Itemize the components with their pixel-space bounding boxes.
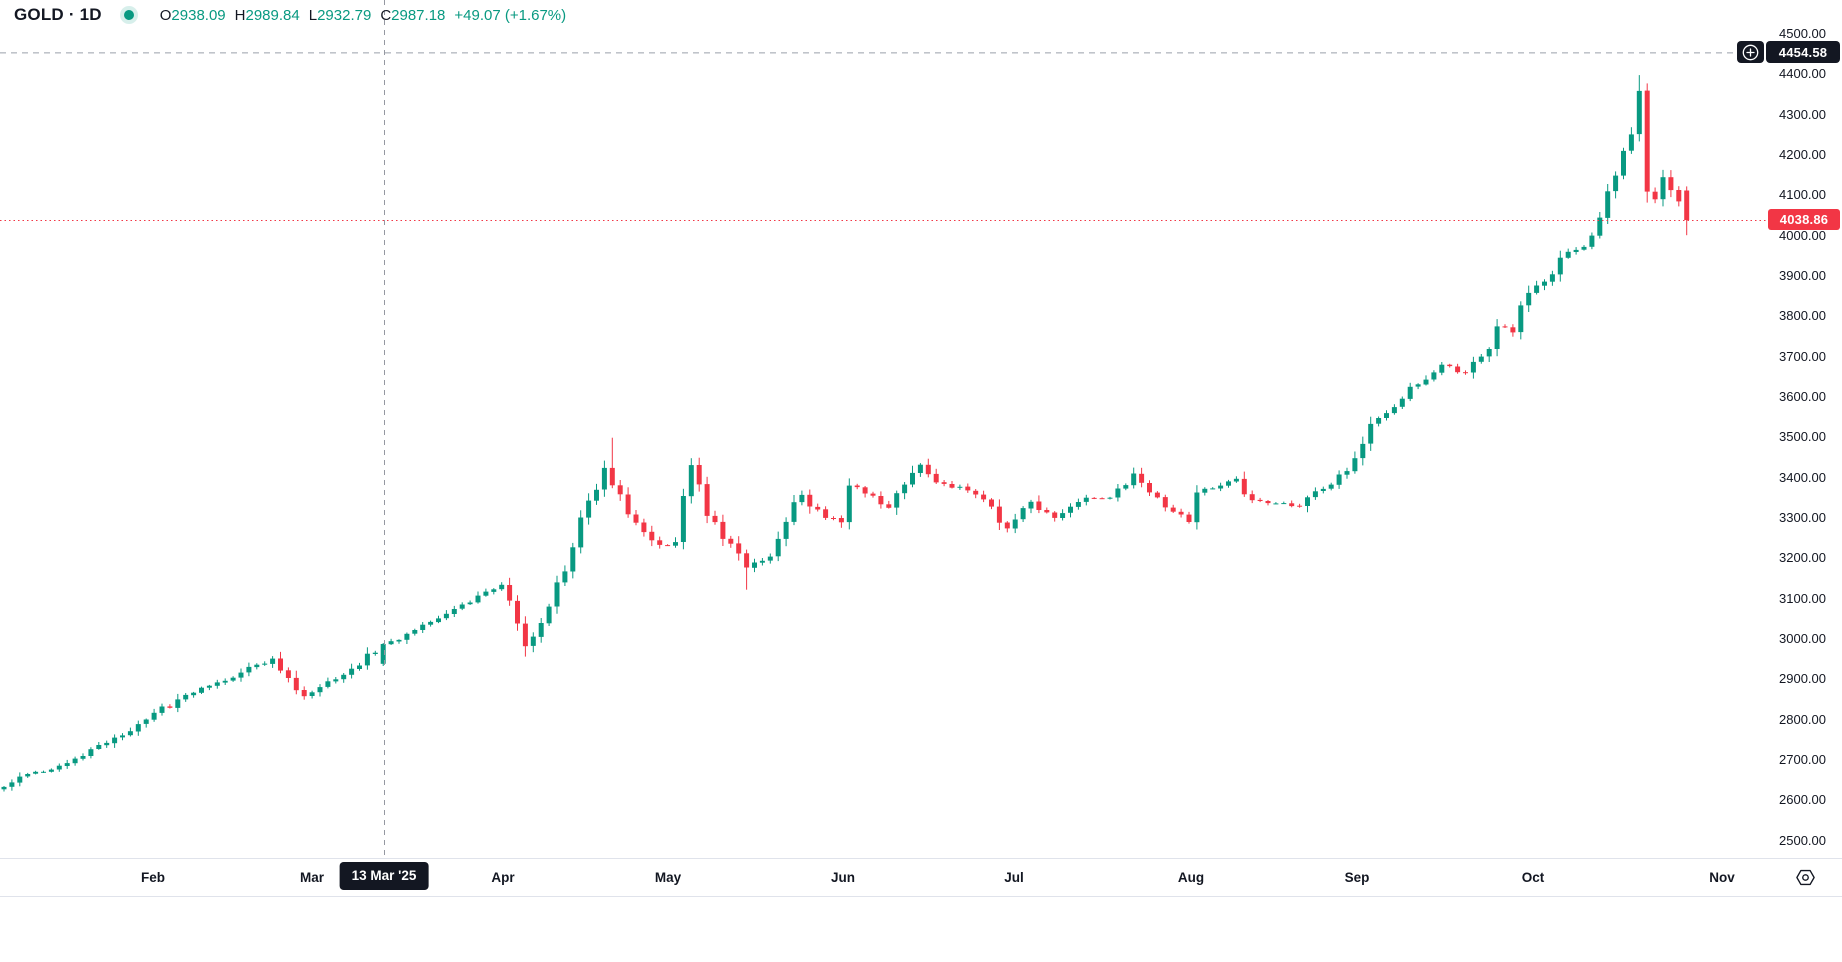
time-tick-label: Jul [1004, 870, 1024, 885]
price-tick-label: 2700.00 [1779, 751, 1826, 767]
price-tick-label: 3400.00 [1779, 469, 1826, 485]
symbol-title[interactable]: GOLD · 1D [14, 5, 102, 24]
last-price-label: 4038.86 [1768, 209, 1840, 231]
price-tick-label: 3200.00 [1779, 550, 1826, 566]
high-value: 2989.84 [245, 6, 300, 24]
price-tick-label: 2900.00 [1779, 671, 1826, 687]
price-tick-label: 4500.00 [1779, 26, 1826, 41]
price-tick-label: 4400.00 [1779, 66, 1826, 82]
candles [1, 75, 1690, 792]
time-tick-label: Aug [1177, 870, 1205, 885]
high-label: H [234, 6, 246, 24]
price-tick-label: 3100.00 [1779, 590, 1826, 606]
crosshair-date-tooltip: 13 Mar '25 [339, 862, 429, 890]
chart-legend: GOLD · 1D O2938.09 H2989.84 L2932.79 C29… [14, 3, 566, 27]
close-label: C [380, 6, 392, 24]
time-tick-label: Feb [140, 870, 166, 885]
time-tick-label: Apr [491, 870, 515, 885]
candlestick-pane[interactable] [0, 0, 1770, 858]
ohlc-values: O2938.09 H2989.84 L2932.79 C2987.18 +49.… [160, 7, 566, 24]
price-scale[interactable]: 4500.00 4400.00 4300.00 4200.00 4100.00 4000.… [1770, 0, 1842, 858]
price-tick-label: 3000.00 [1779, 630, 1826, 646]
price-tick-label: 3300.00 [1779, 509, 1826, 525]
time-tick-label: Jun [830, 870, 856, 885]
price-tick-label: 3800.00 [1779, 308, 1826, 324]
price-tick-label: 4300.00 [1779, 106, 1826, 122]
low-label: L [308, 6, 318, 24]
time-tick-label: Mar [299, 870, 325, 885]
alert-badge[interactable]: 4454.58 [1737, 41, 1840, 64]
price-tick-label: 4200.00 [1779, 146, 1826, 162]
close-value: 2987.18 [391, 6, 446, 24]
price-tick-label: 4100.00 [1779, 187, 1826, 203]
alert-price-label: 4454.58 [1766, 41, 1840, 64]
time-tick-label: Sep [1344, 870, 1370, 885]
price-tick-label: 2800.00 [1779, 711, 1826, 727]
add-alert-plus-icon[interactable] [1737, 41, 1764, 64]
price-tick-label: 3600.00 [1779, 388, 1826, 404]
time-scale[interactable]: 13 Mar '25 Feb Mar Apr May Jun Jul Aug Sep Oct No… [0, 858, 1842, 897]
price-tick-label: 3500.00 [1779, 429, 1826, 445]
price-tick-label: 3700.00 [1779, 348, 1826, 364]
price-tick-label: 3900.00 [1779, 267, 1826, 283]
bottom-margin [0, 896, 1842, 962]
open-label: O [159, 6, 172, 24]
low-value: 2932.79 [317, 6, 372, 24]
timezone-settings-icon[interactable] [1795, 868, 1816, 887]
price-tick-label: 2500.00 [1779, 832, 1826, 848]
time-tick-label: May [654, 870, 682, 885]
open-value: 2938.09 [171, 6, 226, 24]
time-tick-label: Nov [1709, 870, 1735, 885]
time-tick-label: Oct [1521, 870, 1545, 885]
price-tick-label: 2600.00 [1779, 792, 1826, 808]
change-value: +49.07 (+1.67%) [454, 6, 567, 24]
market-status-dot-icon [119, 6, 138, 24]
